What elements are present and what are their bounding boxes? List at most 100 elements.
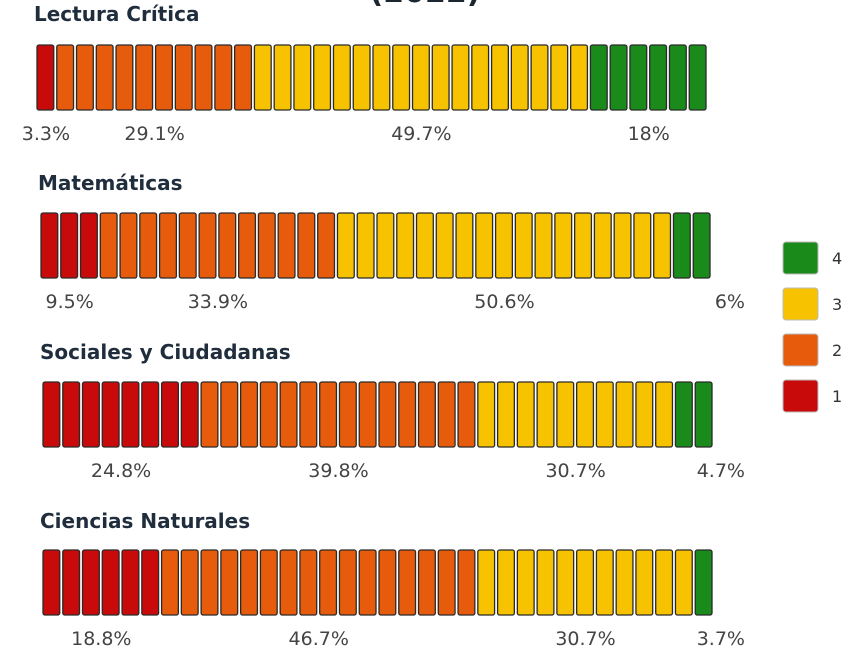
cell (435, 212, 454, 279)
cell (237, 212, 257, 279)
cell (635, 381, 654, 448)
cell (317, 212, 336, 279)
cell (496, 549, 516, 616)
cell (649, 44, 668, 111)
cell (279, 381, 298, 448)
legend-label: 2 (832, 341, 842, 360)
cell (635, 549, 654, 616)
cell (60, 212, 79, 279)
value-label: 29.1% (124, 123, 184, 145)
cell (378, 381, 397, 448)
row-title: Matemáticas (38, 171, 183, 195)
cell (431, 44, 450, 111)
value-label: 39.8% (308, 460, 368, 482)
cell (417, 549, 436, 616)
cell (115, 44, 134, 111)
segment (40, 212, 98, 279)
row-title: Lectura Crítica (34, 2, 199, 26)
cell (62, 549, 81, 616)
cell (398, 381, 417, 448)
cell (396, 212, 415, 279)
value-label: 30.7% (545, 460, 605, 482)
cell (516, 549, 535, 616)
cell (674, 381, 693, 448)
cell (220, 549, 239, 616)
legend-label: 1 (832, 387, 842, 406)
legend-label: 3 (832, 295, 842, 314)
cell (372, 44, 391, 111)
cell (297, 212, 316, 279)
cell (79, 212, 98, 279)
cell (178, 212, 197, 279)
cell (239, 549, 259, 616)
cell (672, 212, 691, 279)
cell (119, 212, 138, 279)
cell (615, 549, 634, 616)
cell (62, 381, 81, 448)
cell (688, 44, 707, 111)
cell (655, 381, 674, 448)
cell (629, 44, 648, 111)
cell (277, 212, 296, 279)
cell (220, 381, 239, 448)
cell (299, 381, 318, 448)
segment (477, 549, 693, 616)
cell (239, 381, 259, 448)
value-label: 46.7% (289, 628, 349, 650)
segment (674, 381, 713, 448)
value-label: 24.8% (91, 460, 151, 482)
cell (471, 44, 490, 111)
cell (233, 44, 253, 111)
cell (569, 44, 589, 111)
cell (536, 381, 555, 448)
cell (593, 212, 612, 279)
cell (81, 549, 100, 616)
cell (437, 549, 456, 616)
cell (180, 381, 199, 448)
cell (141, 549, 160, 616)
cell (554, 212, 573, 279)
cell (139, 212, 158, 279)
cell (510, 44, 529, 111)
cell (356, 212, 375, 279)
cell (451, 44, 470, 111)
cell (121, 549, 140, 616)
cell (411, 44, 430, 111)
cell (101, 381, 120, 448)
cell (530, 44, 549, 111)
cell (194, 44, 213, 111)
cell (279, 549, 298, 616)
value-label: 6% (715, 291, 745, 313)
cell (81, 381, 100, 448)
chart-title: (2022) (370, 0, 481, 10)
cell (154, 44, 174, 111)
segment (56, 44, 253, 111)
cell (135, 44, 154, 111)
row-title: Sociales y Ciudadanas (40, 340, 291, 364)
value-label: 18.8% (71, 628, 131, 650)
cell (477, 549, 496, 616)
cell (332, 44, 351, 111)
cell (218, 212, 237, 279)
cell (417, 381, 436, 448)
legend-swatch (782, 287, 819, 321)
cell (95, 44, 114, 111)
cell (494, 212, 514, 279)
cell (556, 381, 575, 448)
cell (633, 212, 652, 279)
cell (550, 44, 569, 111)
value-label: 30.7% (555, 628, 615, 650)
cell (378, 549, 397, 616)
value-label: 9.5% (46, 291, 94, 313)
cell (674, 549, 693, 616)
cell (514, 212, 533, 279)
value-label: 3.7% (697, 628, 745, 650)
cell (141, 381, 160, 448)
cell (338, 549, 357, 616)
cell (613, 212, 632, 279)
segment (42, 549, 160, 616)
legend-label: 4 (832, 249, 842, 268)
cell (75, 44, 94, 111)
cell (595, 549, 614, 616)
